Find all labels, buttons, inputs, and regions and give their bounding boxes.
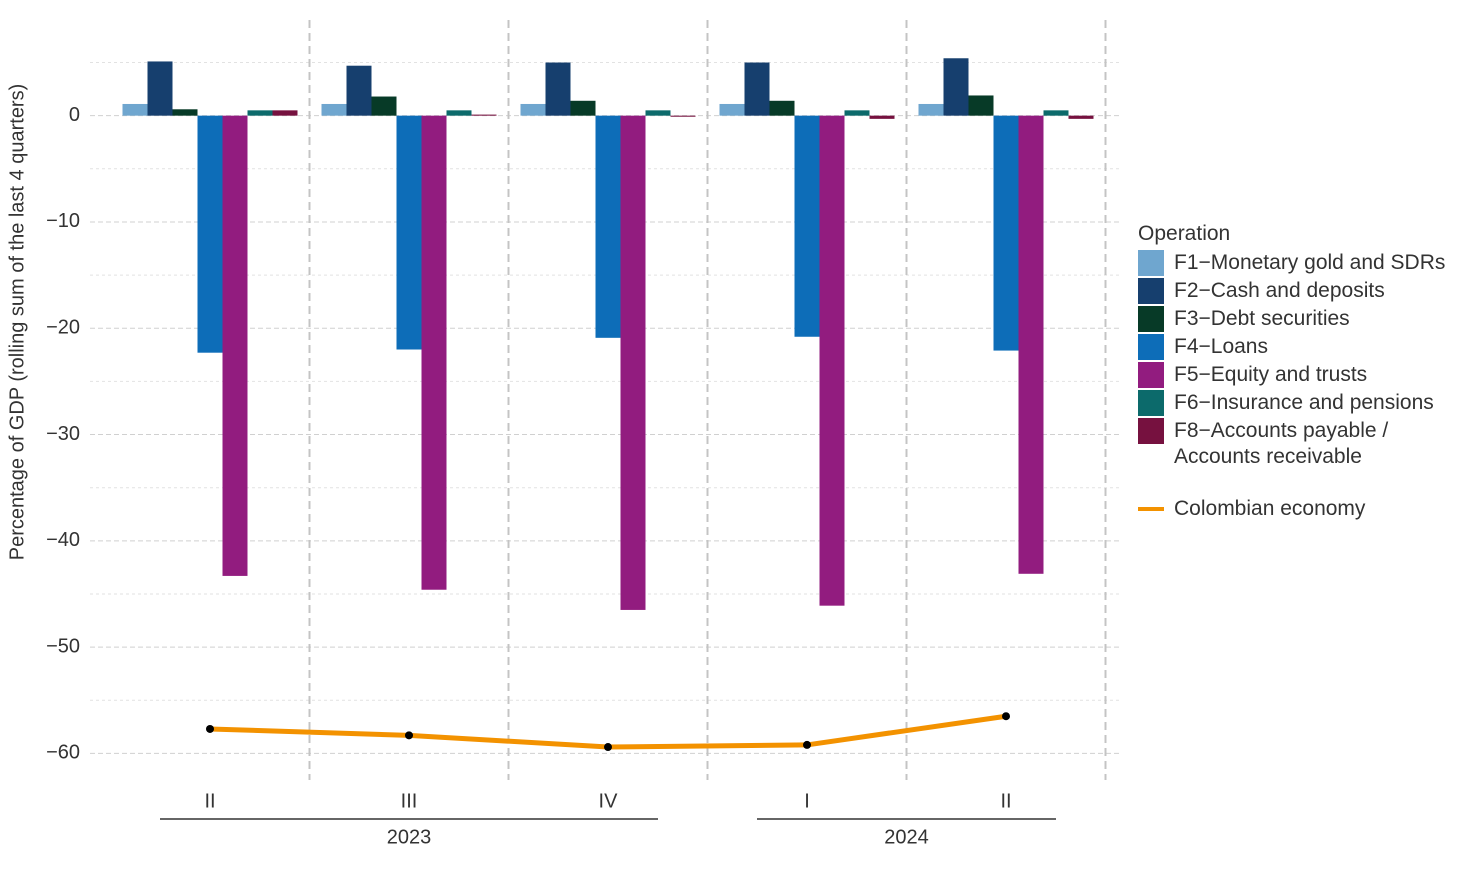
legend-item: Colombian economy — [1138, 496, 1478, 522]
legend-item: F8−Accounts payable / Accounts receivabl… — [1138, 418, 1478, 470]
line-point — [1002, 712, 1010, 721]
bar — [719, 103, 745, 116]
bar — [595, 115, 621, 338]
bar — [147, 61, 173, 116]
legend-title: Operation — [1138, 222, 1231, 245]
bar — [620, 115, 646, 610]
legend-label: F1−Monetary gold and SDRs — [1174, 251, 1446, 274]
bar — [769, 100, 795, 116]
y-tick-label: −10 — [46, 210, 80, 232]
legend-item: F1−Monetary gold and SDRs — [1138, 250, 1478, 276]
legend-item: F3−Debt securities — [1138, 306, 1478, 332]
y-tick-label: 0 — [69, 104, 80, 126]
bar — [520, 103, 546, 116]
bar — [993, 115, 1019, 351]
bar — [446, 110, 472, 116]
line-point — [604, 743, 612, 752]
legend-label: F8−Accounts payable / Accounts receivabl… — [1174, 419, 1389, 468]
bar — [122, 103, 148, 116]
legend-item: F5−Equity and trusts — [1138, 362, 1478, 388]
bar — [1018, 115, 1044, 574]
bar — [869, 115, 895, 119]
legend-item: F6−Insurance and pensions — [1138, 390, 1478, 416]
bar — [794, 115, 820, 337]
legend-swatch — [1138, 362, 1164, 388]
bar — [396, 115, 422, 350]
legend-swatch — [1138, 418, 1164, 444]
bar — [371, 96, 397, 116]
x-tick-label: III — [401, 790, 418, 812]
y-tick-label: −50 — [46, 635, 80, 657]
legend-label: Colombian economy — [1174, 497, 1366, 520]
y-tick-label: −20 — [46, 317, 80, 339]
bar — [744, 62, 770, 116]
line-point — [206, 724, 214, 733]
bar — [918, 103, 944, 116]
x-tick-label: I — [804, 790, 810, 812]
line-point — [405, 731, 413, 740]
bar — [272, 110, 298, 116]
legend-swatch — [1138, 507, 1164, 511]
legend: Operation F1−Monetary gold and SDRs F2−Ca… — [1138, 222, 1478, 524]
bar — [197, 115, 223, 353]
group-label: 2024 — [884, 826, 929, 848]
bar — [471, 114, 497, 116]
bar — [670, 115, 696, 117]
bar — [1043, 110, 1069, 116]
legend-swatch — [1138, 250, 1164, 276]
y-axis-title: Percentage of GDP (rolling sum of the la… — [6, 84, 28, 561]
line-point — [803, 740, 811, 749]
legend-label: F5−Equity and trusts — [1174, 363, 1368, 386]
bar — [247, 110, 273, 116]
x-tick-label: IV — [599, 790, 619, 812]
bar — [968, 95, 994, 116]
legend-swatch — [1138, 278, 1164, 304]
legend-label: F4−Loans — [1174, 335, 1268, 358]
y-tick-label: −40 — [46, 529, 80, 551]
line — [209, 713, 1007, 750]
bar — [819, 115, 845, 606]
group-label: 2023 — [387, 826, 432, 848]
bar — [545, 62, 571, 116]
bar — [645, 110, 671, 116]
bar — [844, 110, 870, 116]
bar — [172, 109, 198, 116]
legend-item: F2−Cash and deposits — [1138, 278, 1478, 304]
y-tick-label: −60 — [46, 742, 80, 764]
bar — [421, 115, 447, 590]
bar — [222, 115, 248, 576]
legend-label: F3−Debt securities — [1174, 307, 1350, 330]
x-tick-label: II — [204, 790, 215, 812]
legend-label: F6−Insurance and pensions — [1174, 391, 1434, 414]
bar — [321, 103, 347, 116]
y-tick-label: −30 — [46, 423, 80, 445]
legend-swatch — [1138, 306, 1164, 332]
bar — [346, 65, 372, 116]
legend-item: F4−Loans — [1138, 334, 1478, 360]
legend-swatch — [1138, 390, 1164, 416]
bar — [943, 58, 969, 116]
legend-label: F2−Cash and deposits — [1174, 279, 1385, 302]
bar — [1068, 115, 1094, 119]
x-tick-label: II — [1000, 790, 1011, 812]
legend-swatch — [1138, 334, 1164, 360]
bar — [570, 100, 596, 116]
